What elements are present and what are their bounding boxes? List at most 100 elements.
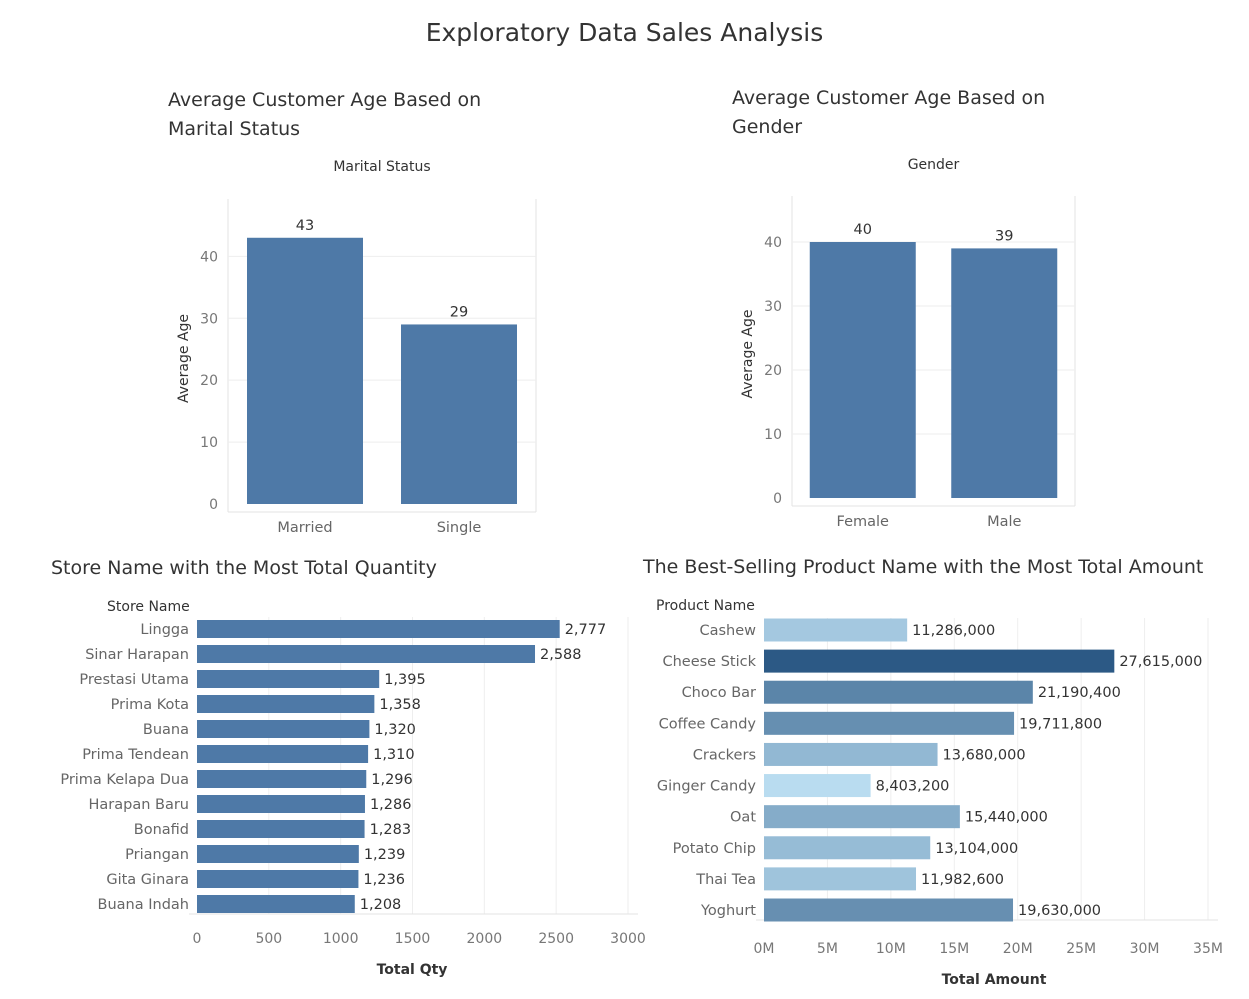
x-tick-label: 1000 <box>323 931 359 947</box>
bar-ginger-candy <box>764 774 871 798</box>
bar-sinar-harapan <box>197 645 536 663</box>
row-header: Product Name <box>656 598 755 614</box>
y-tick-label: 30 <box>200 311 218 327</box>
category-label-harapan-baru: Harapan Baru <box>88 797 189 813</box>
data-label-yoghurt: 19,630,000 <box>1018 903 1101 919</box>
column-header: Marital Status <box>333 159 430 175</box>
y-tick-label: 10 <box>764 427 782 443</box>
x-axis-title: Total Amount <box>942 972 1047 988</box>
column-header: Gender <box>908 157 960 173</box>
category-label-male: Male <box>987 514 1021 530</box>
y-axis-title: Average Age <box>740 309 756 398</box>
bar-crackers <box>764 742 938 766</box>
bar-male <box>951 248 1058 498</box>
bar-cheese-stick <box>764 649 1115 673</box>
category-label-potato-chip: Potato Chip <box>673 841 756 857</box>
data-label-single: 29 <box>450 304 468 320</box>
bar-yoghurt <box>764 898 1014 922</box>
x-tick-label: 2000 <box>467 931 503 947</box>
bar-potato-chip <box>764 836 931 860</box>
category-label-crackers: Crackers <box>693 747 756 763</box>
category-label-yoghurt: Yoghurt <box>700 903 756 919</box>
bar-prestasi-utama <box>197 670 380 688</box>
data-label-gita-ginara: 1,236 <box>363 872 405 888</box>
category-label-bonafid: Bonafid <box>134 822 189 838</box>
chart-title: Marital Status <box>168 118 300 140</box>
bar-harapan-baru <box>197 795 365 813</box>
category-label-cashew: Cashew <box>699 623 756 639</box>
bar-coffee-candy <box>764 711 1015 735</box>
chart-title: Average Customer Age Based on <box>168 89 481 111</box>
y-tick-label: 0 <box>209 497 218 513</box>
bar-buana-indah <box>197 895 355 913</box>
y-tick-label: 20 <box>200 373 218 389</box>
chart-title: The Best-Selling Product Name with the M… <box>642 556 1203 578</box>
chart-title: Store Name with the Most Total Quantity <box>51 557 437 579</box>
data-label-prima-tendean: 1,310 <box>373 747 415 763</box>
category-label-ginger-candy: Ginger Candy <box>657 779 757 795</box>
category-label-choco-bar: Choco Bar <box>682 685 756 701</box>
x-tick-label: 10M <box>876 941 906 957</box>
bar-prima-kota <box>197 695 375 713</box>
bar-prima-kelapa-dua <box>197 770 367 788</box>
category-label-cheese-stick: Cheese Stick <box>662 654 756 670</box>
category-label-lingga: Lingga <box>140 622 189 638</box>
data-label-buana-indah: 1,208 <box>360 897 402 913</box>
data-label-cheese-stick: 27,615,000 <box>1119 654 1202 670</box>
page-title: Exploratory Data Sales Analysis <box>425 18 824 47</box>
data-label-prima-kota: 1,358 <box>379 697 421 713</box>
x-tick-label: 15M <box>939 941 969 957</box>
category-label-married: Married <box>277 520 332 536</box>
category-label-prima-tendean: Prima Tendean <box>82 747 189 763</box>
data-label-cashew: 11,286,000 <box>912 623 995 639</box>
bar-female <box>809 242 916 498</box>
x-tick-label: 25M <box>1066 941 1096 957</box>
bar-prima-tendean <box>197 745 369 763</box>
chart-title: Average Customer Age Based on <box>732 87 1045 109</box>
bar-married <box>247 237 363 504</box>
bar-priangan <box>197 845 359 863</box>
category-label-gita-ginara: Gita Ginara <box>106 872 189 888</box>
bar-single <box>401 324 517 504</box>
y-tick-label: 20 <box>764 363 782 379</box>
data-label-oat: 15,440,000 <box>965 810 1048 826</box>
category-label-prima-kota: Prima Kota <box>111 697 189 713</box>
bar-gita-ginara <box>197 870 359 888</box>
x-tick-label: 1500 <box>395 931 431 947</box>
data-label-married: 43 <box>296 218 314 234</box>
data-label-harapan-baru: 1,286 <box>370 797 412 813</box>
x-tick-label: 35M <box>1193 941 1223 957</box>
bar-cashew <box>764 618 908 642</box>
category-label-coffee-candy: Coffee Candy <box>659 716 757 732</box>
data-label-buana: 1,320 <box>374 722 416 738</box>
x-tick-label: 30M <box>1130 941 1160 957</box>
category-label-priangan: Priangan <box>125 847 189 863</box>
data-label-thai-tea: 11,982,600 <box>921 872 1004 888</box>
x-tick-label: 0 <box>193 931 202 947</box>
bar-thai-tea <box>764 867 917 891</box>
data-label-bonafid: 1,283 <box>370 822 412 838</box>
x-tick-label: 5M <box>817 941 838 957</box>
y-axis-title: Average Age <box>176 314 192 403</box>
bar-buana <box>197 720 370 738</box>
x-tick-label: 2500 <box>538 931 574 947</box>
data-label-sinar-harapan: 2,588 <box>540 647 582 663</box>
y-tick-label: 40 <box>200 249 218 265</box>
y-tick-label: 10 <box>200 435 218 451</box>
data-label-crackers: 13,680,000 <box>943 747 1026 763</box>
data-label-choco-bar: 21,190,400 <box>1038 685 1121 701</box>
category-label-single: Single <box>437 520 482 536</box>
chart-title: Gender <box>732 116 802 138</box>
x-tick-label: 20M <box>1003 941 1033 957</box>
y-tick-label: 30 <box>764 299 782 315</box>
bar-choco-bar <box>764 680 1033 704</box>
x-tick-label: 3000 <box>610 931 646 947</box>
data-label-priangan: 1,239 <box>364 847 406 863</box>
data-label-potato-chip: 13,104,000 <box>935 841 1018 857</box>
x-axis-title: Total Qty <box>377 962 448 978</box>
bar-oat <box>764 805 960 829</box>
data-label-lingga: 2,777 <box>565 622 607 638</box>
